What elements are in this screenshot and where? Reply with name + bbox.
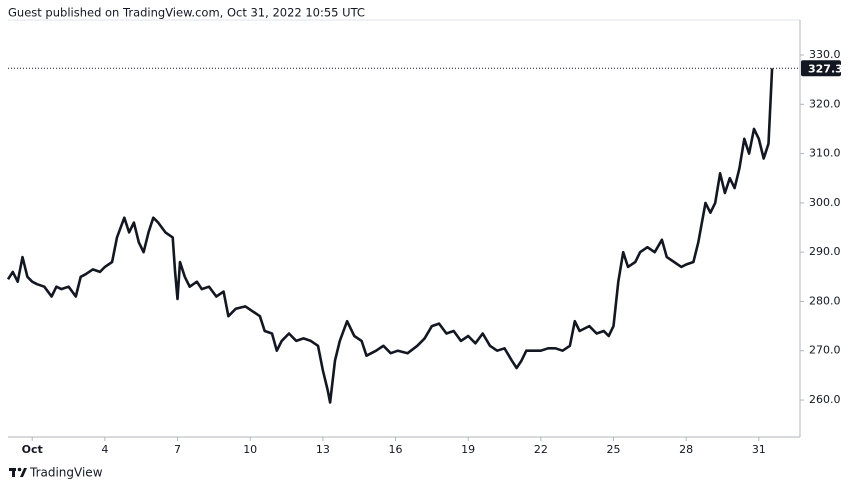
x-tick-label: 22 [534, 443, 548, 456]
x-tick-label: Oct [22, 443, 43, 456]
y-tick-label: 280.0 [809, 294, 841, 307]
last-value-label: 327.3 [808, 62, 843, 75]
price-line [6, 68, 774, 404]
last-value-box [801, 60, 841, 77]
footer-brand: TradingView [29, 466, 103, 480]
logo [9, 467, 27, 477]
y-tick-label: 260.0 [809, 393, 841, 406]
x-tick-label: 16 [389, 443, 403, 456]
x-tick-label: 31 [752, 443, 766, 456]
x-tick-label: 19 [461, 443, 475, 456]
x-tick-label: 28 [679, 443, 693, 456]
y-tick-label: 310.0 [809, 147, 841, 160]
y-tick-label: 300.0 [809, 196, 841, 209]
x-tick-label: 4 [101, 443, 108, 456]
y-tick-label: 290.0 [809, 245, 841, 258]
y-tick-label: 320.0 [809, 97, 841, 110]
x-tick-label: 10 [243, 443, 257, 456]
x-tick-label: 7 [174, 443, 181, 456]
y-tick-label: 330.0 [809, 48, 841, 61]
header: Guest published on TradingView.com, Oct … [8, 6, 365, 20]
y-tick-label: 270.0 [809, 344, 841, 357]
x-tick-label: 13 [316, 443, 330, 456]
x-tick-label: 25 [607, 443, 621, 456]
